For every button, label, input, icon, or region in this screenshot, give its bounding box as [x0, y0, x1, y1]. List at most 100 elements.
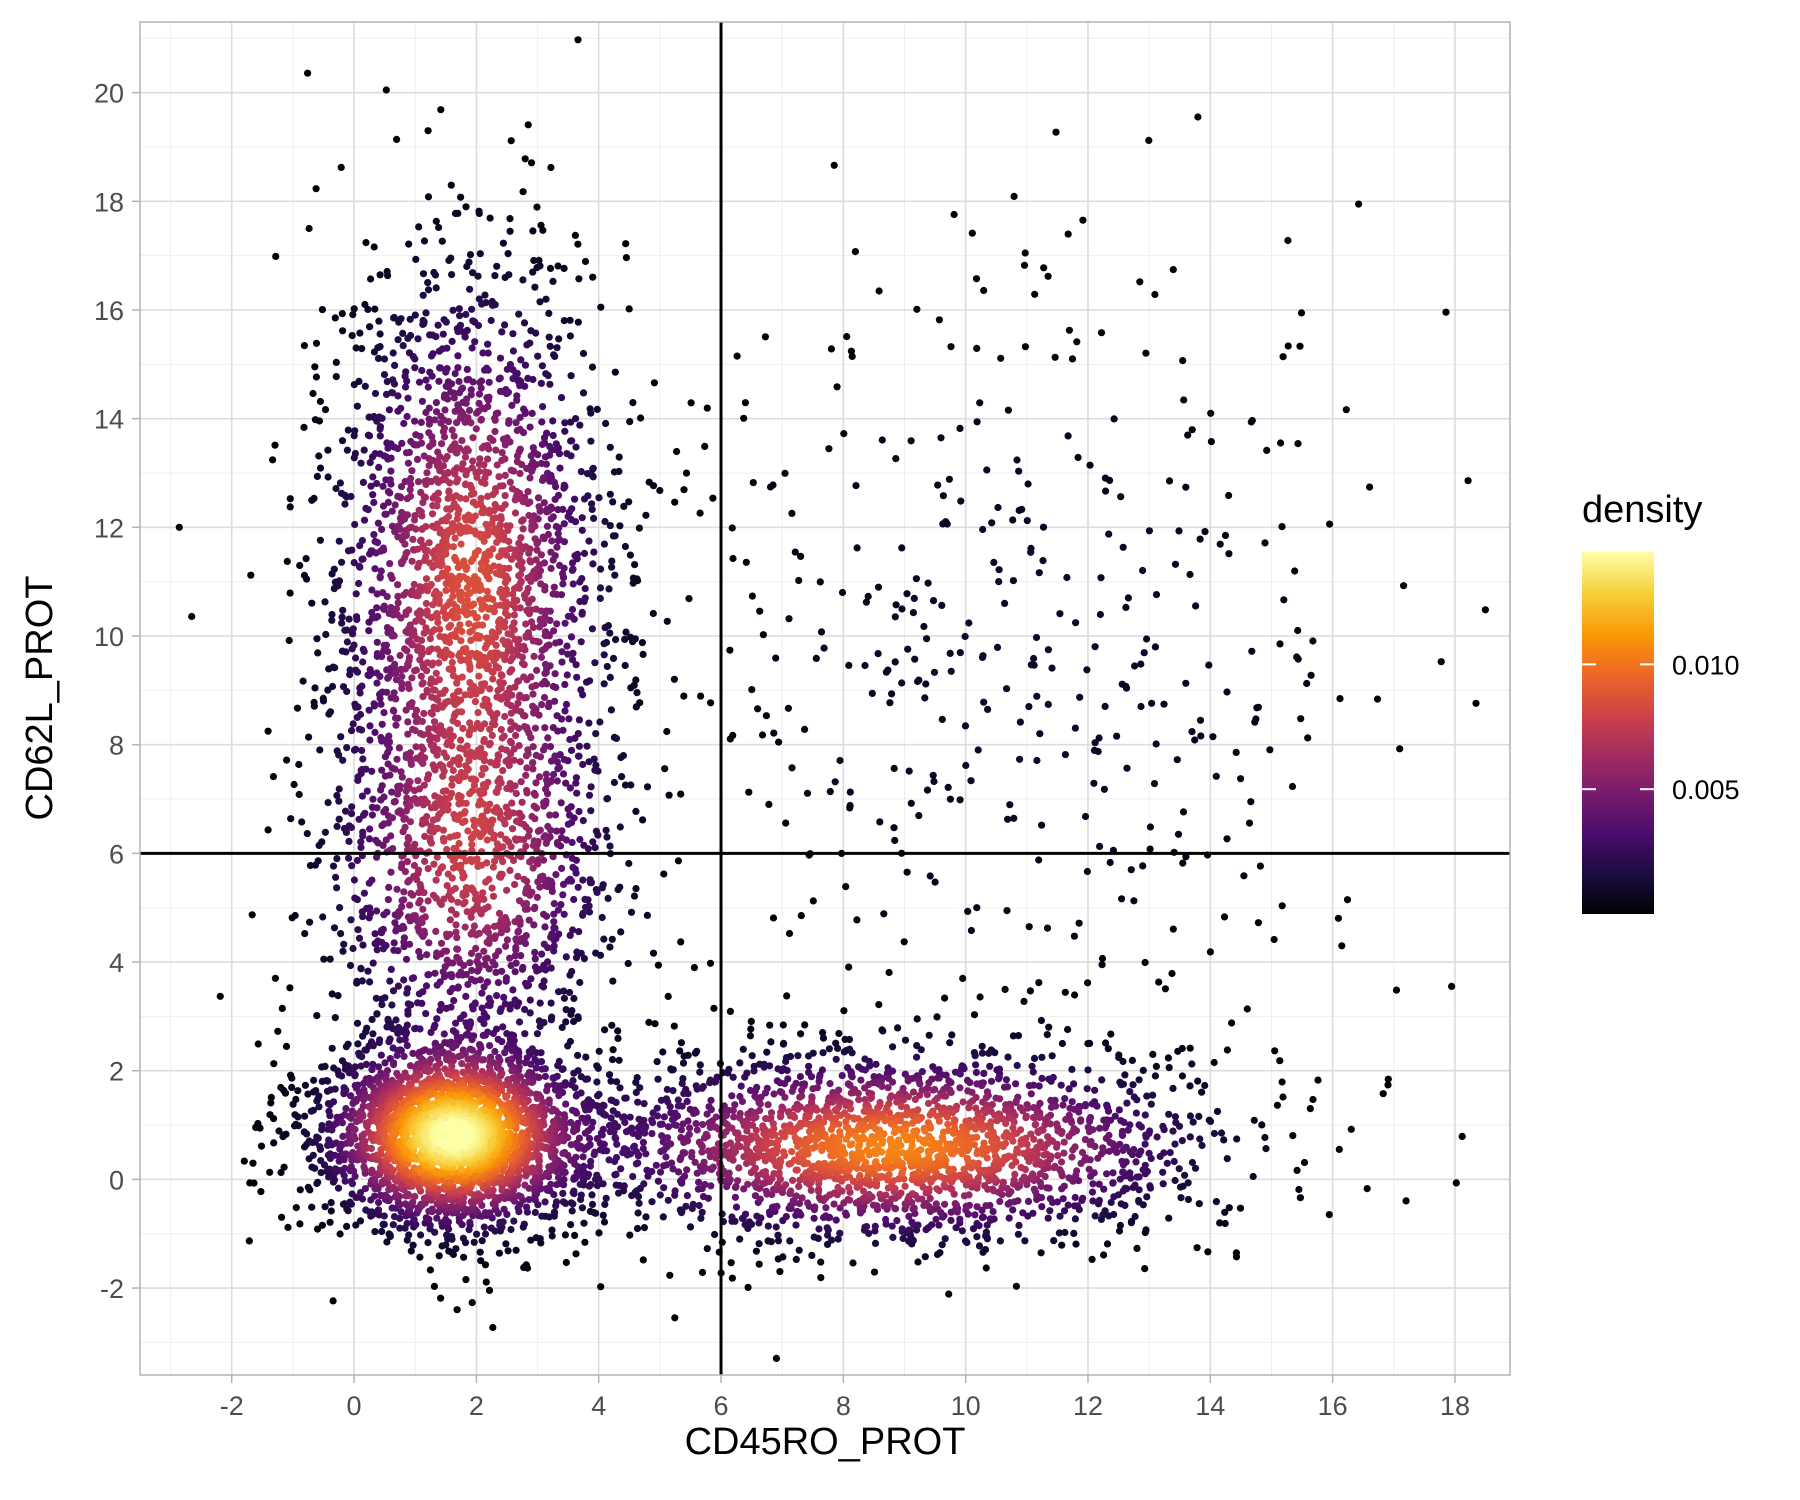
data-point — [250, 1179, 258, 1187]
data-point — [1175, 527, 1183, 535]
data-point — [976, 399, 984, 407]
data-point — [412, 525, 420, 533]
data-point — [571, 495, 579, 503]
data-point — [640, 1116, 648, 1124]
data-point — [1240, 872, 1248, 880]
data-point — [1271, 1047, 1279, 1055]
data-point — [538, 680, 546, 688]
data-point — [309, 1151, 317, 1159]
data-point — [257, 1142, 266, 1150]
data-point — [468, 1299, 476, 1307]
data-point — [553, 543, 561, 551]
data-point — [418, 366, 426, 375]
data-point — [862, 598, 871, 606]
data-point — [746, 1032, 755, 1040]
data-point — [447, 1003, 455, 1011]
data-point — [370, 702, 379, 710]
data-point — [478, 1237, 486, 1245]
data-point — [527, 327, 535, 335]
data-point — [562, 1100, 570, 1108]
data-point — [538, 440, 547, 448]
data-point — [1102, 1039, 1110, 1047]
data-point — [1152, 591, 1161, 599]
data-point — [359, 478, 367, 486]
data-point — [536, 616, 544, 625]
data-point — [808, 1251, 816, 1259]
data-point — [630, 1142, 639, 1150]
data-point — [649, 1119, 657, 1127]
data-point — [1010, 192, 1018, 200]
data-point — [302, 555, 310, 563]
data-point — [367, 275, 375, 283]
data-point — [961, 1237, 970, 1245]
data-point — [282, 1042, 291, 1050]
data-point — [1078, 1148, 1087, 1157]
data-point — [412, 255, 420, 263]
data-point — [574, 883, 582, 891]
data-point — [1029, 1113, 1037, 1122]
data-point — [1141, 1140, 1149, 1148]
data-point — [1169, 925, 1177, 933]
data-point — [393, 1051, 401, 1060]
data-point — [1001, 985, 1009, 994]
data-point — [370, 243, 378, 251]
data-point — [487, 1224, 495, 1232]
data-point — [759, 631, 768, 639]
data-point — [722, 1111, 731, 1119]
data-point — [539, 403, 547, 411]
data-point — [769, 914, 778, 922]
data-point — [358, 792, 366, 800]
data-point — [296, 1220, 304, 1228]
data-point — [538, 1065, 546, 1073]
data-point — [396, 1036, 404, 1044]
data-point — [294, 1113, 302, 1121]
data-point — [1148, 699, 1156, 707]
data-point — [411, 364, 419, 372]
data-point — [938, 601, 946, 610]
data-point — [322, 630, 330, 639]
data-point — [576, 835, 584, 844]
data-point — [578, 610, 586, 618]
data-point — [393, 755, 401, 763]
data-point — [935, 1221, 943, 1229]
data-point — [587, 783, 595, 791]
data-point — [389, 845, 397, 853]
data-point — [475, 209, 483, 218]
data-point — [1013, 1061, 1021, 1070]
data-point — [360, 516, 369, 524]
data-point — [487, 316, 495, 325]
data-point — [1170, 1157, 1178, 1166]
data-point — [446, 916, 454, 924]
data-point — [659, 1048, 667, 1056]
data-point — [601, 1200, 609, 1208]
data-point — [365, 432, 374, 440]
data-point — [762, 1187, 770, 1195]
data-point — [764, 1237, 772, 1245]
data-point — [438, 237, 446, 245]
data-point — [533, 666, 541, 675]
data-point — [422, 982, 431, 990]
data-point — [1249, 1172, 1257, 1181]
data-point — [684, 1090, 692, 1098]
data-point — [566, 931, 574, 940]
data-point — [649, 609, 657, 618]
data-point — [403, 858, 411, 866]
data-point — [572, 779, 580, 787]
data-point — [499, 1023, 507, 1031]
data-point — [404, 1007, 412, 1015]
data-point — [834, 1044, 842, 1052]
data-point — [825, 445, 833, 453]
data-point — [1171, 560, 1180, 568]
data-point — [1111, 1112, 1119, 1120]
data-point — [484, 924, 492, 932]
data-point — [898, 1225, 906, 1233]
data-point — [538, 418, 546, 426]
data-point — [359, 755, 367, 763]
data-point — [593, 1171, 601, 1179]
data-point — [589, 560, 597, 568]
data-point — [816, 578, 824, 586]
data-point — [696, 509, 704, 517]
data-point — [425, 939, 433, 947]
data-point — [614, 1027, 622, 1035]
data-point — [520, 875, 528, 883]
